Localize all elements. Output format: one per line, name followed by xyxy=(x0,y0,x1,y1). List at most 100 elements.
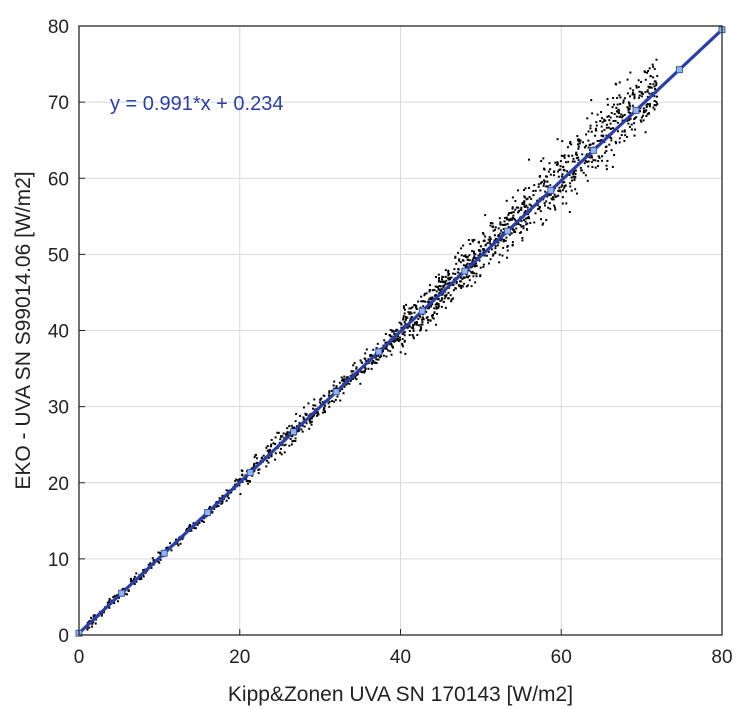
scatter-point xyxy=(483,254,486,257)
scatter-point xyxy=(629,105,632,108)
scatter-point xyxy=(404,318,407,321)
scatter-point xyxy=(310,420,313,423)
scatter-point xyxy=(631,93,634,96)
scatter-point xyxy=(487,250,490,253)
scatter-point xyxy=(585,133,588,136)
scatter-point xyxy=(371,362,374,365)
scatter-point xyxy=(323,404,326,407)
scatter-point xyxy=(514,219,517,222)
scatter-point xyxy=(217,505,220,508)
scatter-point xyxy=(533,221,536,224)
scatter-point xyxy=(454,272,457,275)
scatter-point xyxy=(646,103,649,106)
scatter-point xyxy=(460,286,463,289)
scatter-point xyxy=(623,139,626,142)
scatter-point xyxy=(448,281,451,284)
scatter-point xyxy=(480,245,483,248)
scatter-point xyxy=(553,204,556,207)
scatter-point xyxy=(318,401,321,404)
scatter-point xyxy=(168,542,171,545)
scatter-point xyxy=(179,542,182,545)
scatter-point xyxy=(385,355,388,358)
scatter-point xyxy=(523,201,526,204)
scatter-point xyxy=(91,622,94,625)
scatter-point xyxy=(574,169,577,172)
scatter-point xyxy=(626,92,629,95)
scatter-point xyxy=(506,222,509,225)
scatter-point xyxy=(577,159,580,162)
scatter-point xyxy=(345,378,348,381)
scatter-point xyxy=(649,86,652,89)
scatter-point xyxy=(401,337,404,340)
scatter-point xyxy=(607,126,610,129)
scatter-point xyxy=(654,88,657,91)
scatter-point xyxy=(133,575,136,578)
scatter-point xyxy=(338,381,341,384)
scatter-point xyxy=(532,194,535,197)
scatter-point xyxy=(523,211,526,214)
scatter-point xyxy=(594,166,597,169)
scatter-point xyxy=(614,140,617,143)
scatter-point xyxy=(363,371,366,374)
scatter-point xyxy=(437,280,440,283)
scatter-point xyxy=(542,222,545,225)
scatter-point xyxy=(463,255,466,258)
scatter-point xyxy=(606,98,609,101)
scatter-point xyxy=(418,314,421,317)
scatter-point xyxy=(401,333,404,336)
scatter-point xyxy=(412,327,415,330)
scatter-point xyxy=(349,380,352,383)
scatter-point xyxy=(305,422,308,425)
scatter-point xyxy=(398,336,401,339)
scatter-point xyxy=(404,323,407,326)
scatter-point xyxy=(466,259,469,262)
scatter-point xyxy=(645,105,648,108)
scatter-point xyxy=(514,231,517,234)
scatter-point xyxy=(493,234,496,237)
scatter-point xyxy=(488,241,491,244)
scatter-point xyxy=(595,121,598,124)
scatter-point xyxy=(415,305,418,308)
scatter-point xyxy=(345,383,348,386)
scatter-point xyxy=(553,193,556,196)
scatter-point xyxy=(577,140,580,143)
scatter-point xyxy=(504,223,507,226)
scatter-point xyxy=(508,233,511,236)
scatter-point xyxy=(312,415,315,418)
scatter-point xyxy=(440,297,443,300)
scatter-point xyxy=(584,159,587,162)
scatter-point xyxy=(571,173,574,176)
scatter-point xyxy=(646,71,649,74)
scatter-point xyxy=(431,296,434,299)
scatter-point xyxy=(88,626,91,629)
scatter-point xyxy=(628,95,631,98)
scatter-point xyxy=(420,318,423,321)
scatter-point xyxy=(615,110,618,113)
scatter-point xyxy=(555,195,558,198)
scatter-point xyxy=(267,451,270,454)
scatter-point xyxy=(603,118,606,121)
scatter-point xyxy=(524,220,527,223)
x-tick-labels: 0 20 40 60 80 xyxy=(74,647,733,668)
scatter-point xyxy=(410,312,413,315)
scatter-point xyxy=(283,444,286,447)
scatter-point xyxy=(299,414,302,417)
scatter-point xyxy=(623,97,626,100)
scatter-point xyxy=(462,244,465,247)
scatter-point xyxy=(472,250,475,253)
scatter-point xyxy=(226,495,229,498)
scatter-point xyxy=(321,400,324,403)
scatter-point xyxy=(591,112,594,115)
scatter-point xyxy=(460,247,463,250)
scatter-point xyxy=(309,421,312,424)
scatter-point xyxy=(425,329,428,332)
scatter-point xyxy=(569,182,572,185)
scatter-point xyxy=(235,478,238,481)
scatter-point xyxy=(429,296,432,299)
scatter-point xyxy=(108,606,111,609)
scatter-point xyxy=(506,245,509,248)
scatter-point xyxy=(225,489,228,492)
scatter-point xyxy=(638,94,641,97)
scatter-point xyxy=(562,168,565,171)
scatter-point xyxy=(442,276,445,279)
